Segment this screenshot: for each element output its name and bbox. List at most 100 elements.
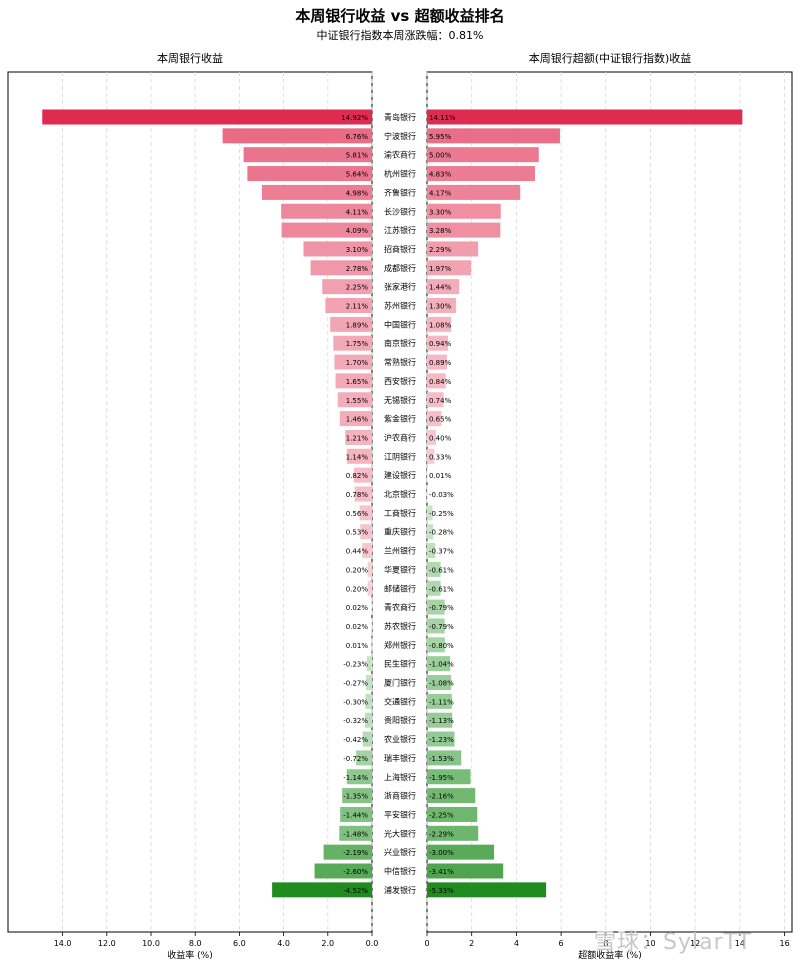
right-bar-value-label: 5.00% xyxy=(429,152,452,160)
left-bar-value-label: 5.64% xyxy=(346,171,369,179)
right-bar xyxy=(427,637,445,653)
right-bar-value-label: 1.97% xyxy=(429,265,452,273)
right-bar-value-label: -1.11% xyxy=(429,698,454,706)
bank-name-label: 邮储银行 xyxy=(384,583,416,593)
right-bar xyxy=(427,184,521,200)
right-bar-value-label: -0.03% xyxy=(429,491,454,499)
left-bar xyxy=(337,392,372,408)
bank-name-label: 华夏银行 xyxy=(384,564,416,574)
right-bar xyxy=(427,806,478,822)
left-bar xyxy=(222,128,372,144)
right-bar xyxy=(427,335,449,351)
right-bar-value-label: 4.83% xyxy=(429,171,452,179)
right-bar-value-label: -3.41% xyxy=(429,868,454,876)
left-bar xyxy=(330,316,372,332)
left-x-tick-label: 8.0 xyxy=(189,939,202,948)
bank-name-label: 青岛银行 xyxy=(384,112,416,122)
right-bar-value-label: 1.08% xyxy=(429,321,452,329)
right-bar xyxy=(427,147,539,163)
bank-name-label: 光大银行 xyxy=(384,828,416,838)
left-bar xyxy=(310,260,372,276)
right-x-tick-label: 10 xyxy=(645,939,655,948)
right-bar-value-label: -1.23% xyxy=(429,736,454,744)
left-bar-value-label: 0.20% xyxy=(346,566,369,574)
left-bar-value-label: 1.75% xyxy=(346,340,369,348)
left-bar xyxy=(364,712,372,728)
left-bar-value-label: 1.89% xyxy=(346,321,369,329)
left-bar-value-label: 0.44% xyxy=(346,548,369,556)
right-bar-value-label: 1.44% xyxy=(429,284,452,292)
bank-name-label: 厦门银行 xyxy=(384,678,416,688)
bank-name-label: 兰州银行 xyxy=(384,546,416,556)
right-bar-value-label: -0.37% xyxy=(429,548,454,556)
left-bar-value-label: -2.19% xyxy=(343,849,368,857)
right-bar xyxy=(427,656,451,672)
right-bar-value-label: 0.33% xyxy=(429,453,452,461)
bank-name-label: 南京银行 xyxy=(384,338,416,348)
left-bar xyxy=(322,279,372,295)
right-bar-value-label: 14.11% xyxy=(429,114,456,122)
right-x-tick-label: 12 xyxy=(690,939,700,948)
left-bar-value-label: 1.21% xyxy=(346,434,369,442)
right-bar xyxy=(427,486,428,502)
right-bar xyxy=(427,712,453,728)
left-x-tick-label: 4.0 xyxy=(277,939,290,948)
right-bar xyxy=(427,693,452,709)
left-bar xyxy=(371,637,373,653)
right-bar-value-label: 0.01% xyxy=(429,472,452,480)
left-bar xyxy=(261,184,372,200)
left-bar xyxy=(339,825,372,841)
left-bar xyxy=(335,373,372,389)
bank-name-label: 建设银行 xyxy=(384,470,416,480)
left-bar-value-label: 14.92% xyxy=(341,114,368,122)
right-bar-value-label: -3.00% xyxy=(429,849,454,857)
bank-name-label: 北京银行 xyxy=(384,489,416,499)
left-x-tick-label: 12.0 xyxy=(98,939,116,948)
bank-name-label: 沪农商行 xyxy=(384,432,416,442)
right-bar-value-label: -0.61% xyxy=(429,566,454,574)
left-bar-value-label: -4.52% xyxy=(343,887,368,895)
left-x-tick-label: 10.0 xyxy=(142,939,160,948)
right-bar xyxy=(427,298,457,313)
right-bar xyxy=(427,354,447,370)
left-bar-value-label: 1.14% xyxy=(346,453,369,461)
left-x-tick-label: 2.0 xyxy=(321,939,334,948)
right-bar xyxy=(427,825,479,841)
right-bar-value-label: 0.89% xyxy=(429,359,452,367)
left-bar xyxy=(247,166,372,182)
bank-name-label: 中信银行 xyxy=(384,866,416,876)
right-bar-value-label: 3.30% xyxy=(429,208,452,216)
right-bar xyxy=(427,731,455,747)
left-bar xyxy=(325,298,372,313)
left-bar xyxy=(272,882,372,898)
bank-name-label: 平安银行 xyxy=(384,809,416,819)
right-bar-value-label: -0.80% xyxy=(429,642,454,650)
left-bar-value-label: 4.09% xyxy=(346,227,369,235)
right-bar xyxy=(427,750,462,766)
right-bar-value-label: -1.95% xyxy=(429,774,454,782)
bank-name-label: 无锡银行 xyxy=(384,395,416,405)
right-bar xyxy=(427,524,434,540)
left-bar-value-label: -0.23% xyxy=(343,661,368,669)
left-bar xyxy=(339,411,372,427)
right-bar xyxy=(427,203,501,219)
right-bar xyxy=(427,373,446,389)
watermark: 雪球：SylarTT xyxy=(594,930,753,955)
left-bar-value-label: 1.65% xyxy=(346,378,369,386)
bank-name-label: 西安银行 xyxy=(384,376,416,386)
bank-name-label: 浙商银行 xyxy=(384,791,416,801)
right-bar-value-label: -1.13% xyxy=(429,717,454,725)
right-bar xyxy=(427,467,428,483)
right-bar xyxy=(427,788,476,804)
bank-name-label: 苏州银行 xyxy=(384,301,416,311)
right-bar-value-label: 3.28% xyxy=(429,227,452,235)
right-x-tick-label: 6 xyxy=(559,939,564,948)
left-bar xyxy=(356,750,372,766)
bank-name-label: 郑州银行 xyxy=(384,640,416,650)
left-bar-value-label: -1.44% xyxy=(343,811,368,819)
right-x-tick-label: 2 xyxy=(469,939,474,948)
left-bar-value-label: 2.11% xyxy=(346,303,369,311)
left-bar-value-label: -0.32% xyxy=(343,717,368,725)
left-bar xyxy=(281,203,372,219)
left-bar-value-label: 0.82% xyxy=(346,472,369,480)
